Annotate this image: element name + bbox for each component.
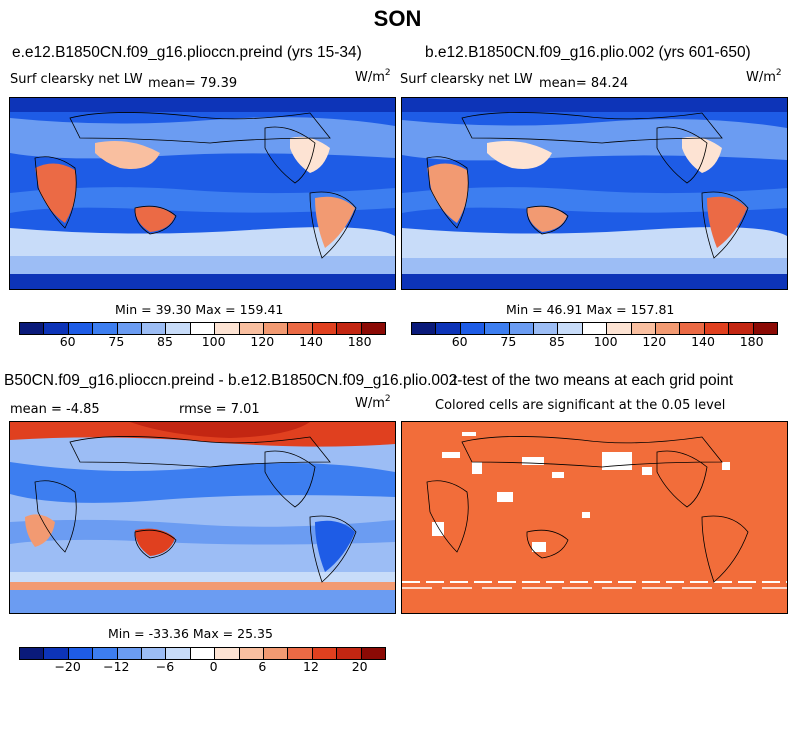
- colorbar-swatch: [68, 648, 94, 659]
- colorbar-swatch: [142, 648, 167, 659]
- colorbar-tick-label: 12: [303, 659, 319, 674]
- panel1-map: [9, 97, 396, 290]
- colorbar-tick-label: 140: [299, 334, 323, 349]
- colorbar-tick-label: −6: [155, 659, 175, 674]
- colorbar-tick-label: −12: [103, 659, 130, 674]
- colorbar-swatch: [582, 323, 608, 334]
- colorbar-swatch: [607, 323, 632, 334]
- colorbar-tick-label: 75: [500, 334, 517, 349]
- colorbar-swatch: [264, 323, 289, 334]
- colorbar-swatch: [239, 323, 265, 334]
- panel4-subtitle: Colored cells are significant at the 0.0…: [435, 398, 726, 413]
- panel2-minmax: Min = 46.91 Max = 157.81: [506, 302, 675, 317]
- colorbar-tick-label: 120: [250, 334, 275, 349]
- panel1-title: e.e12.B1850CN.f09_g16.plioccn.preind (yr…: [12, 44, 362, 61]
- colorbar-swatch: [215, 323, 240, 334]
- panel3-units: W/m2: [355, 394, 391, 411]
- colorbar-tick-label: −20: [54, 659, 81, 674]
- colorbar-swatch: [68, 323, 94, 334]
- panel4-title: t-test of the two means at each grid poi…: [453, 372, 734, 389]
- panel2-colorbar: [411, 322, 778, 335]
- colorbar-swatch: [20, 648, 45, 659]
- colorbar-swatch: [20, 323, 45, 334]
- panel2-map: [401, 97, 788, 290]
- colorbar-swatch: [337, 323, 362, 334]
- panel2-title: b.e12.B1850CN.f09_g16.plio.002 (yrs 601-…: [425, 44, 751, 61]
- colorbar-swatch: [558, 323, 583, 334]
- colorbar-tick-label: 60: [59, 334, 76, 349]
- colorbar-tick-label: 85: [157, 334, 173, 349]
- colorbar-swatch: [753, 323, 778, 334]
- colorbar-tick-label: 180: [739, 334, 764, 349]
- colorbar-swatch: [166, 323, 191, 334]
- colorbar-swatch: [264, 648, 289, 659]
- colorbar-swatch: [44, 323, 69, 334]
- panel4-map: [401, 421, 788, 614]
- colorbar-swatch: [509, 323, 535, 334]
- colorbar-swatch: [729, 323, 754, 334]
- colorbar-swatch: [361, 648, 386, 659]
- colorbar-swatch: [312, 648, 338, 659]
- colorbar-tick-label: 85: [549, 334, 565, 349]
- colorbar-tick-label: 0: [209, 659, 218, 674]
- panel2-units: W/m2: [746, 68, 782, 85]
- panel3-map: [9, 421, 396, 614]
- panel3-colorbar: [19, 647, 386, 660]
- panel3-minmax: Min = -33.36 Max = 25.35: [108, 626, 273, 641]
- panel3-rmse: rmse = 7.01: [179, 402, 260, 417]
- panel1-variable-label: Surf clearsky net LW: [10, 72, 143, 87]
- colorbar-swatch: [239, 648, 265, 659]
- colorbar-swatch: [312, 323, 338, 334]
- colorbar-swatch: [142, 323, 167, 334]
- colorbar-tick-label: 75: [108, 334, 125, 349]
- panel1-units: W/m2: [355, 68, 391, 85]
- colorbar-tick-label: 180: [347, 334, 372, 349]
- colorbar-swatch: [361, 323, 386, 334]
- colorbar-tick-label: 100: [201, 334, 226, 349]
- colorbar-swatch: [337, 648, 362, 659]
- colorbar-tick-label: 140: [691, 334, 715, 349]
- colorbar-tick-label: 120: [642, 334, 667, 349]
- colorbar-swatch: [412, 323, 437, 334]
- colorbar-swatch: [656, 323, 681, 334]
- panel3-title: B50CN.f09_g16.plioccn.preind - b.e12.B18…: [4, 372, 458, 389]
- panel3-colorbar-ticks: −20 −12 −6 0 6 12 20: [19, 659, 384, 674]
- colorbar-swatch: [680, 323, 705, 334]
- colorbar-swatch: [485, 323, 510, 334]
- colorbar-tick-label: 6: [258, 659, 267, 674]
- colorbar-swatch: [93, 648, 118, 659]
- colorbar-swatch: [215, 648, 240, 659]
- colorbar-swatch: [460, 323, 486, 334]
- panel3-mean: mean = -4.85: [10, 402, 100, 417]
- colorbar-tick-label: 100: [593, 334, 618, 349]
- panel2-mean: mean= 84.24: [539, 76, 629, 91]
- colorbar-swatch: [190, 648, 216, 659]
- colorbar-swatch: [288, 323, 313, 334]
- panel1-colorbar-ticks: 60 75 85 100 120 140 180: [19, 334, 384, 349]
- colorbar-tick-label: 20: [351, 659, 368, 674]
- colorbar-swatch: [436, 323, 461, 334]
- colorbar-swatch: [117, 323, 143, 334]
- panel1-colorbar: [19, 322, 386, 335]
- panel1-minmax: Min = 39.30 Max = 159.41: [115, 302, 284, 317]
- panel1-mean: mean= 79.39: [148, 76, 238, 91]
- panel2-variable-label: Surf clearsky net LW: [400, 72, 533, 87]
- colorbar-tick-label: 60: [451, 334, 468, 349]
- figure-title: SON: [373, 6, 422, 31]
- colorbar-swatch: [288, 648, 313, 659]
- colorbar-swatch: [93, 323, 118, 334]
- colorbar-swatch: [631, 323, 657, 334]
- colorbar-swatch: [534, 323, 559, 334]
- colorbar-swatch: [190, 323, 216, 334]
- panel2-colorbar-ticks: 60 75 85 100 120 140 180: [411, 334, 776, 349]
- colorbar-swatch: [117, 648, 143, 659]
- colorbar-swatch: [166, 648, 191, 659]
- colorbar-swatch: [704, 323, 730, 334]
- colorbar-swatch: [44, 648, 69, 659]
